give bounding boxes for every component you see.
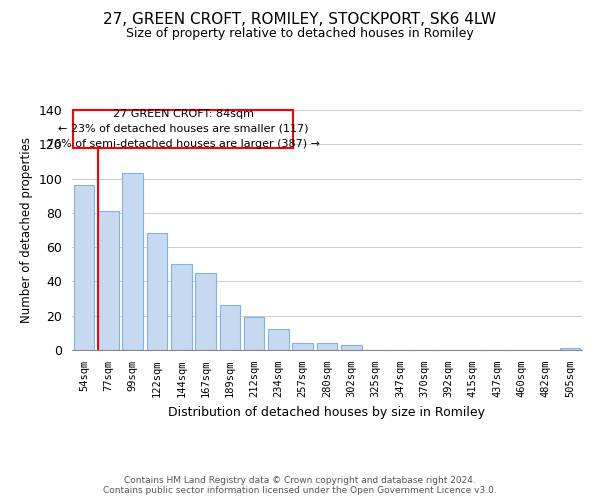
Bar (195, 273, 216, 350)
Bar (171, 264, 191, 350)
Bar (146, 234, 167, 350)
Bar (268, 330, 289, 350)
Bar (341, 345, 362, 350)
Text: 27 GREEN CROFT: 84sqm
← 23% of detached houses are smaller (117)
76% of semi-det: 27 GREEN CROFT: 84sqm ← 23% of detached … (47, 109, 320, 148)
Bar (122, 174, 143, 350)
X-axis label: Distribution of detached houses by size in Romiley: Distribution of detached houses by size … (169, 406, 485, 418)
Bar (73, 110, 293, 148)
Bar (74, 186, 94, 350)
Bar (220, 306, 240, 350)
Text: Size of property relative to detached houses in Romiley: Size of property relative to detached ho… (126, 28, 474, 40)
Bar (292, 343, 313, 350)
Bar (560, 348, 580, 350)
Bar (98, 211, 119, 350)
Text: 27, GREEN CROFT, ROMILEY, STOCKPORT, SK6 4LW: 27, GREEN CROFT, ROMILEY, STOCKPORT, SK6… (103, 12, 497, 28)
Text: Contains HM Land Registry data © Crown copyright and database right 2024.
Contai: Contains HM Land Registry data © Crown c… (103, 476, 497, 495)
Bar (244, 318, 265, 350)
Bar (317, 343, 337, 350)
Y-axis label: Number of detached properties: Number of detached properties (20, 137, 33, 323)
